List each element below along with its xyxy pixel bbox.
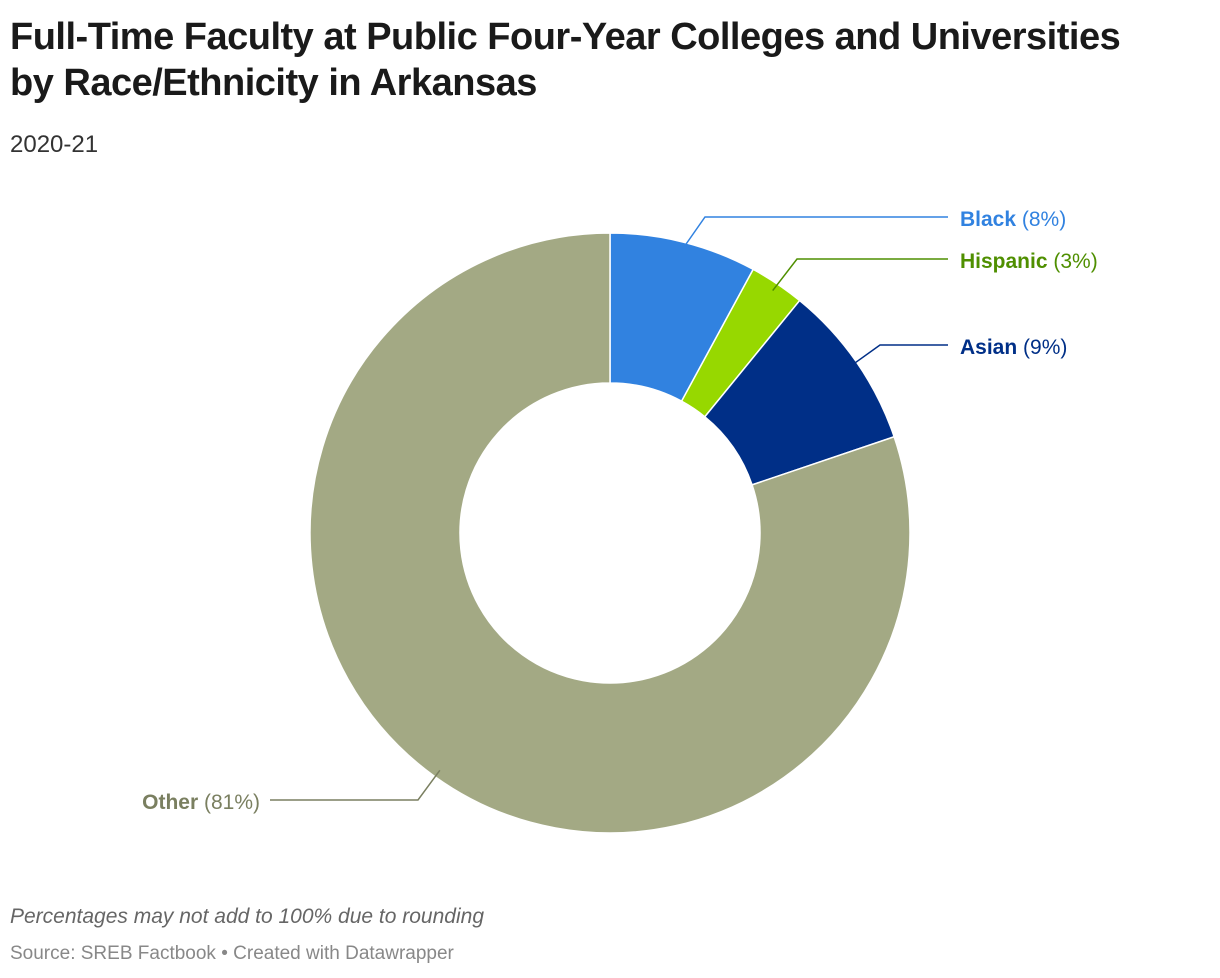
leader-line-asian — [849, 344, 948, 368]
chart-subtitle: 2020-21 — [10, 131, 99, 158]
leader-line-hispanic — [772, 258, 948, 291]
slice-label-black: Black (8%) — [960, 208, 1066, 231]
slice-label-percent: (3%) — [1048, 250, 1098, 273]
slice-label-hispanic: Hispanic (3%) — [960, 250, 1098, 273]
credit-text: Created with Datawrapper — [233, 943, 454, 964]
slice-label-name: Asian — [960, 336, 1017, 359]
slice-label-name: Black — [960, 208, 1016, 231]
slice-label-name: Hispanic — [960, 250, 1048, 273]
chart-title: Full-Time Faculty at Public Four-Year Co… — [10, 16, 1121, 104]
rounding-note: Percentages may not add to 100% due to r… — [10, 905, 484, 928]
slice-label-percent: (81%) — [198, 791, 260, 814]
source-text: Source: SREB Factbook — [10, 943, 216, 964]
slice-label-asian: Asian (9%) — [960, 336, 1067, 359]
slice-label-name: Other — [142, 791, 198, 814]
leader-line-other — [270, 769, 441, 801]
slice-other — [309, 232, 911, 834]
donut-slices — [309, 232, 911, 834]
label-leader-lines — [270, 216, 948, 801]
donut-chart: Black (8%) Hispanic (3%) Asian (9%) Other (… — [142, 208, 1098, 834]
leader-line-black — [681, 216, 948, 251]
slice-label-percent: (9%) — [1017, 336, 1067, 359]
slice-labels: Black (8%) Hispanic (3%) Asian (9%) Other (… — [142, 208, 1098, 814]
slice-label-percent: (8%) — [1016, 208, 1066, 231]
separator-dot: • — [221, 943, 228, 964]
slice-label-other: Other (81%) — [142, 791, 260, 814]
source-line: Source: SREB Factbook • Created with Dat… — [10, 941, 454, 967]
